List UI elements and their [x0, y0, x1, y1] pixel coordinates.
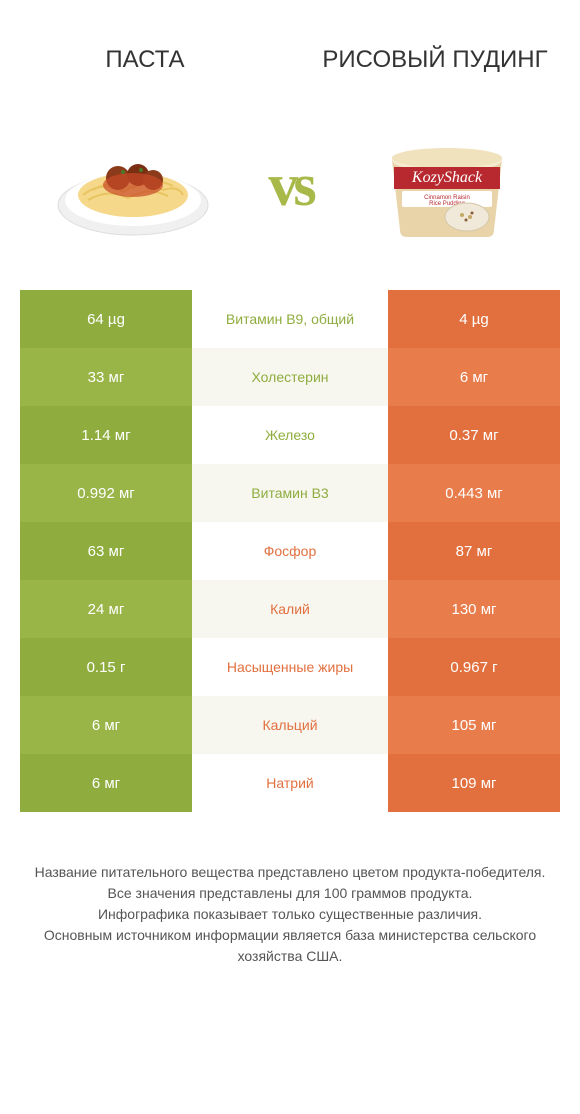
- left-value: 64 µg: [20, 290, 192, 348]
- left-value: 6 мг: [20, 696, 192, 754]
- images-row: vs KozyShack Cinnamon Raisin Rice Puddin…: [0, 110, 580, 260]
- nutrient-label: Кальций: [192, 696, 388, 754]
- right-value: 109 мг: [388, 754, 560, 812]
- right-value: 130 мг: [388, 580, 560, 638]
- left-value: 24 мг: [20, 580, 192, 638]
- comparison-table: 64 µgВитамин B9, общий4 µg33 мгХолестери…: [20, 290, 560, 812]
- footer-notes: Название питательного вещества представл…: [0, 862, 580, 967]
- footer-line: Все значения представлены для 100 граммо…: [30, 883, 550, 904]
- table-row: 0.992 мгВитамин B30.443 мг: [20, 464, 560, 522]
- right-value: 105 мг: [388, 696, 560, 754]
- right-product-title: РИСОВЫЙ ПУДИНГ: [290, 46, 580, 75]
- left-value: 0.992 мг: [20, 464, 192, 522]
- table-row: 63 мгФосфор87 мг: [20, 522, 560, 580]
- left-value: 1.14 мг: [20, 406, 192, 464]
- left-product-title: ПАСТА: [0, 46, 290, 75]
- pasta-image: [43, 120, 223, 250]
- nutrient-label: Фосфор: [192, 522, 388, 580]
- footer-line: Название питательного вещества представл…: [30, 862, 550, 883]
- nutrient-label: Холестерин: [192, 348, 388, 406]
- nutrient-label: Железо: [192, 406, 388, 464]
- nutrient-label: Насыщенные жиры: [192, 638, 388, 696]
- nutrient-label: Витамин B3: [192, 464, 388, 522]
- table-row: 64 µgВитамин B9, общий4 µg: [20, 290, 560, 348]
- right-value: 0.443 мг: [388, 464, 560, 522]
- table-row: 6 мгНатрий109 мг: [20, 754, 560, 812]
- nutrient-label: Витамин B9, общий: [192, 290, 388, 348]
- left-value: 63 мг: [20, 522, 192, 580]
- nutrient-label: Калий: [192, 580, 388, 638]
- left-value: 0.15 г: [20, 638, 192, 696]
- table-row: 0.15 гНасыщенные жиры0.967 г: [20, 638, 560, 696]
- pudding-image: KozyShack Cinnamon Raisin Rice Pudding: [357, 120, 537, 250]
- right-value: 0.37 мг: [388, 406, 560, 464]
- svg-text:KozyShack: KozyShack: [411, 169, 483, 186]
- nutrient-label: Натрий: [192, 754, 388, 812]
- left-value: 33 мг: [20, 348, 192, 406]
- right-value: 4 µg: [388, 290, 560, 348]
- table-row: 24 мгКалий130 мг: [20, 580, 560, 638]
- footer-line: Основным источником информации является …: [30, 925, 550, 967]
- table-row: 1.14 мгЖелезо0.37 мг: [20, 406, 560, 464]
- right-value: 6 мг: [388, 348, 560, 406]
- table-row: 6 мгКальций105 мг: [20, 696, 560, 754]
- left-value: 6 мг: [20, 754, 192, 812]
- header: ПАСТА РИСОВЫЙ ПУДИНГ: [0, 0, 580, 110]
- right-value: 87 мг: [388, 522, 560, 580]
- table-row: 33 мгХолестерин6 мг: [20, 348, 560, 406]
- footer-line: Инфографика показывает только существенн…: [30, 904, 550, 925]
- vs-label: vs: [268, 151, 311, 220]
- right-value: 0.967 г: [388, 638, 560, 696]
